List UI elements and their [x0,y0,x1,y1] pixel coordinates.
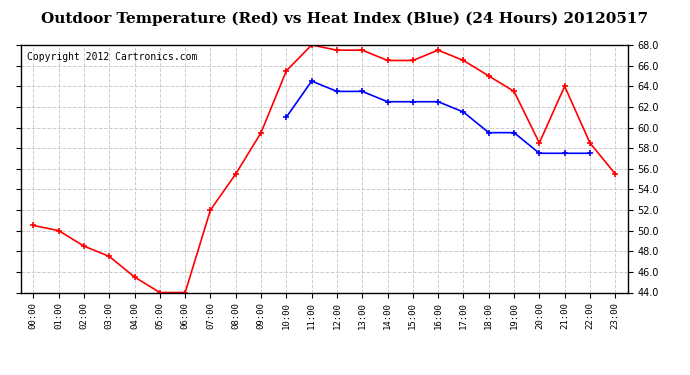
Text: Outdoor Temperature (Red) vs Heat Index (Blue) (24 Hours) 20120517: Outdoor Temperature (Red) vs Heat Index … [41,11,649,26]
Text: Copyright 2012 Cartronics.com: Copyright 2012 Cartronics.com [27,53,197,62]
